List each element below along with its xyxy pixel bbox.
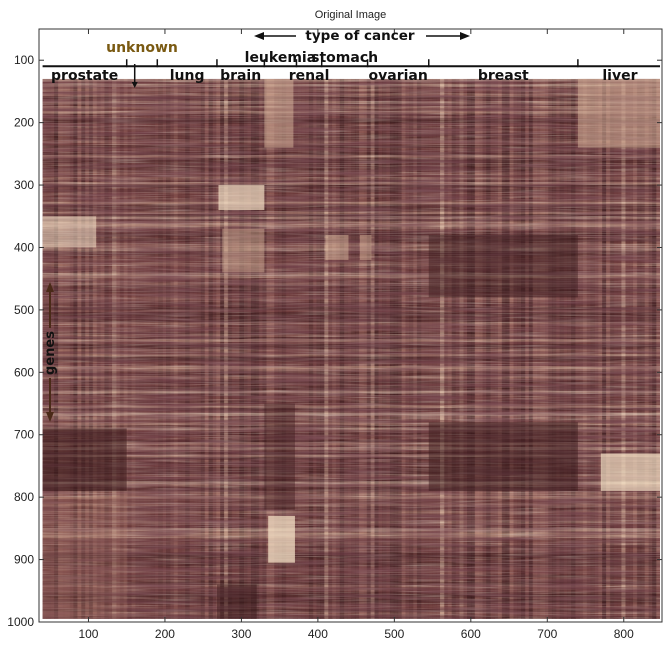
y-tick-label: 600 [14, 365, 34, 379]
y-tick-label: 100 [14, 53, 34, 67]
y-tick-label: 300 [14, 178, 34, 192]
heatmap-patch [216, 584, 257, 619]
left-arrowhead-icon [254, 32, 264, 40]
heatmap-patch [222, 228, 265, 273]
heatmap-patch [268, 515, 295, 563]
heatmap-cells [42, 78, 660, 619]
y-axis-ticks: 100 200 300 400 500 600 700 800 900 1000 [7, 53, 662, 629]
x-tick-label: 600 [461, 627, 481, 641]
y-tick-label: 900 [14, 553, 34, 567]
y-tick-label: 200 [14, 116, 34, 130]
x-tick-label: 400 [308, 627, 328, 641]
heatmap-texture-dark [42, 78, 660, 619]
heatmap-patch [428, 234, 578, 298]
y-tick-label: 700 [14, 428, 34, 442]
genes-label: genes [43, 331, 58, 375]
heatmap-patch [600, 453, 660, 491]
group-label-unknown: unknown [106, 40, 178, 56]
group-label-breast: breast [478, 68, 529, 84]
heatmap-patch [42, 497, 127, 619]
x-tick-label: 800 [614, 627, 634, 641]
heatmap-patch [264, 403, 295, 510]
y-tick-label: 1000 [7, 615, 34, 629]
heatmap-patch [264, 78, 294, 148]
right-arrowhead-icon [460, 32, 470, 40]
heatmap-patch [42, 216, 97, 248]
heatmap-patch [428, 422, 578, 491]
genes-annotation: genes [43, 282, 58, 422]
y-tick-label: 400 [14, 240, 34, 254]
heatmap-patches [42, 78, 660, 619]
type-of-cancer-label: type of cancer [305, 28, 415, 44]
x-axis-ticks: 100 200 300 400 500 600 700 800 [78, 29, 634, 641]
y-tick-label: 500 [14, 303, 34, 317]
down-arrowhead-icon [46, 412, 54, 422]
group-label-lung: lung [170, 68, 205, 84]
heatmap-patch [359, 234, 372, 260]
up-arrowhead-icon [46, 282, 54, 292]
y-tick-label: 800 [14, 490, 34, 504]
x-tick-label: 500 [384, 627, 404, 641]
x-tick-label: 300 [231, 627, 251, 641]
x-tick-label: 200 [155, 627, 175, 641]
group-label-prostate: prostate [51, 68, 118, 84]
group-label-liver: liver [602, 68, 637, 84]
group-label-brain: brain [220, 68, 261, 84]
x-tick-label: 100 [78, 627, 98, 641]
group-label-ovarian: ovarian [369, 68, 428, 84]
group-label-leukemia: leukemia [245, 50, 317, 66]
unknown-pointer-head-icon [131, 82, 138, 88]
group-label-stomach: stomach [311, 50, 378, 66]
chart-title: Original Image [315, 9, 387, 21]
heatmap-patch [218, 185, 265, 211]
heatmap-patch [577, 78, 660, 148]
cancer-type-groups: prostate unknown lung brain leukemia renal sto… [42, 40, 660, 88]
heatmap-patch [325, 234, 349, 260]
heatmap-patch [42, 428, 127, 491]
type-of-cancer-annotation: type of cancer [254, 28, 470, 44]
group-label-renal: renal [289, 68, 330, 84]
x-tick-label: 700 [537, 627, 557, 641]
